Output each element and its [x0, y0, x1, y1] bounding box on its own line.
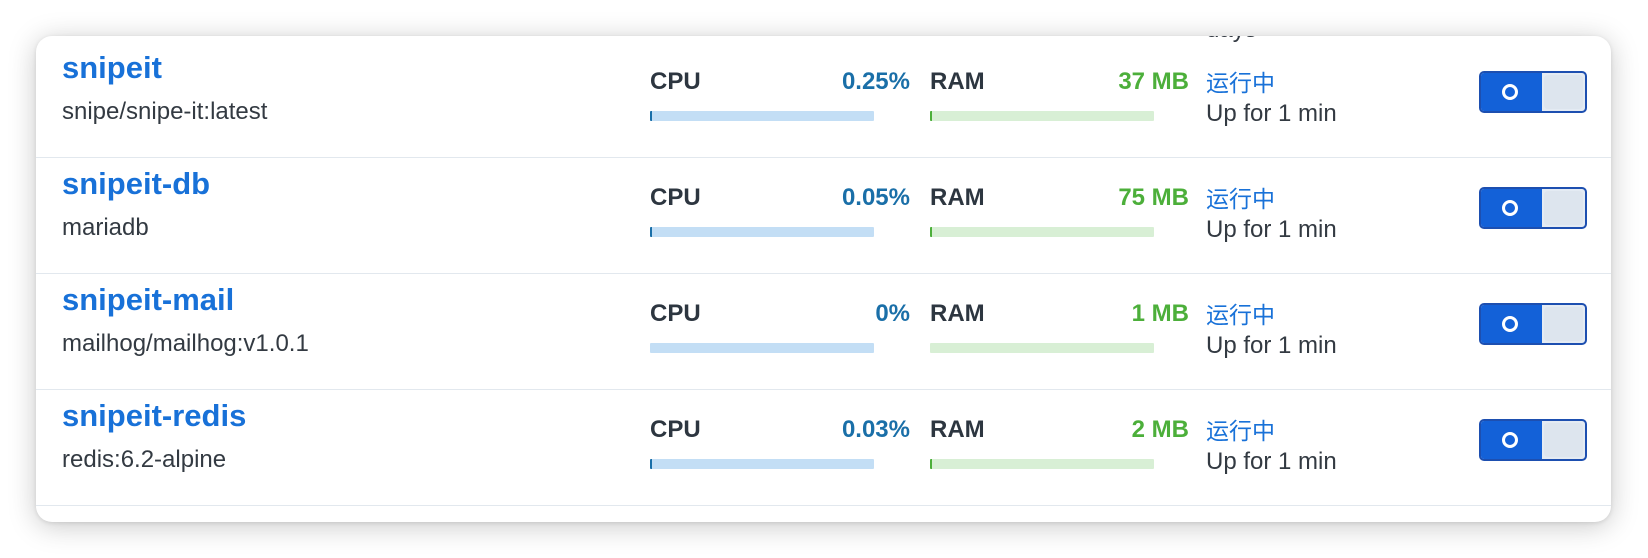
container-row-snipeit-redis[interactable]: snipeit-redis redis:6.2-alpine CPU 0.03%…	[36, 384, 1611, 506]
ram-label: RAM	[930, 184, 985, 211]
container-power-toggle[interactable]	[1479, 71, 1587, 113]
toggle-thumb	[1544, 307, 1583, 341]
container-name[interactable]: snipeit-mail	[62, 282, 235, 317]
uptime-text: Up for 1 min	[1206, 448, 1337, 475]
power-toggle-icon	[1502, 432, 1518, 448]
ram-usage-bar	[930, 459, 1154, 469]
ram-usage-fill	[930, 227, 933, 237]
cpu-usage-bar	[650, 343, 874, 353]
cpu-label: CPU	[650, 416, 701, 443]
power-toggle-icon	[1502, 84, 1518, 100]
container-image: mailhog/mailhog:v1.0.1	[62, 330, 309, 357]
status-text: 运行中	[1206, 302, 1275, 328]
container-row-snipeit[interactable]: snipeit snipe/snipe-it:latest CPU 0.25% …	[36, 36, 1611, 158]
uptime-text: Up for 1 min	[1206, 216, 1337, 243]
container-power-toggle[interactable]	[1479, 187, 1587, 229]
ram-usage-bar	[930, 227, 1154, 237]
container-power-toggle[interactable]	[1479, 419, 1587, 461]
power-toggle-icon	[1502, 316, 1518, 332]
ram-usage-bar	[930, 111, 1154, 121]
ram-label: RAM	[930, 68, 985, 95]
cpu-value: 0.25%	[841, 68, 910, 95]
previous-row-uptime-cutoff: days	[1206, 36, 1257, 44]
cpu-label: CPU	[650, 184, 701, 211]
ram-usage-fill	[930, 111, 932, 121]
cpu-usage-fill	[650, 227, 652, 237]
container-row-snipeit-db[interactable]: snipeit-db mariadb CPU 0.05% RAM 75 MB 运…	[36, 152, 1611, 274]
cpu-label: CPU	[650, 68, 701, 95]
toggle-thumb	[1544, 75, 1583, 109]
cpu-usage-bar	[650, 227, 874, 237]
toggle-thumb	[1544, 423, 1583, 457]
power-toggle-icon	[1502, 200, 1518, 216]
ram-value: 37 MB	[1118, 68, 1189, 95]
cpu-usage-fill	[650, 459, 652, 469]
ram-usage-bar	[930, 343, 1154, 353]
cpu-usage-fill	[650, 111, 652, 121]
cpu-value: 0.03%	[841, 416, 910, 443]
cpu-usage-bar	[650, 459, 874, 469]
container-image: mariadb	[62, 214, 149, 241]
cpu-value: 0%	[875, 300, 910, 327]
container-list-panel: days snipeit snipe/snipe-it:latest CPU 0…	[36, 36, 1611, 522]
ram-value: 1 MB	[1131, 300, 1189, 327]
status-text: 运行中	[1206, 70, 1275, 96]
cpu-value: 0.05%	[841, 184, 910, 211]
cpu-label: CPU	[650, 300, 701, 327]
status-text: 运行中	[1206, 186, 1275, 212]
ram-usage-fill	[930, 459, 932, 469]
uptime-text: Up for 1 min	[1206, 100, 1337, 127]
ram-label: RAM	[930, 416, 985, 443]
cpu-usage-bar	[650, 111, 874, 121]
status-text: 运行中	[1206, 418, 1275, 444]
toggle-thumb	[1544, 191, 1583, 225]
container-image: snipe/snipe-it:latest	[62, 98, 268, 125]
container-row-snipeit-mail[interactable]: snipeit-mail mailhog/mailhog:v1.0.1 CPU …	[36, 268, 1611, 390]
container-name[interactable]: snipeit-redis	[62, 398, 247, 433]
uptime-text: Up for 1 min	[1206, 332, 1337, 359]
container-name[interactable]: snipeit-db	[62, 166, 211, 201]
ram-value: 2 MB	[1131, 416, 1189, 443]
ram-value: 75 MB	[1118, 184, 1189, 211]
ram-label: RAM	[930, 300, 985, 327]
container-power-toggle[interactable]	[1479, 303, 1587, 345]
container-image: redis:6.2-alpine	[62, 446, 227, 473]
container-name[interactable]: snipeit	[62, 50, 162, 85]
